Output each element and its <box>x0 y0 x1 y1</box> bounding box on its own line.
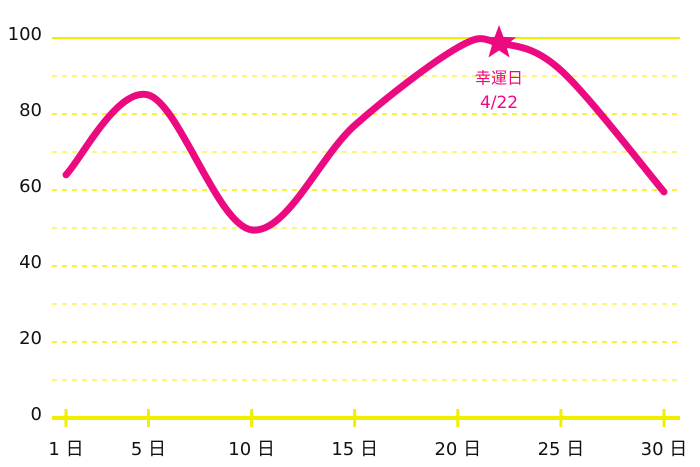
y-tick-label: 0 <box>31 404 42 425</box>
y-tick-label: 100 <box>8 24 42 45</box>
highlight-star <box>481 24 517 58</box>
x-tick-label: 15 日 <box>331 439 378 460</box>
x-tick-label: 10 日 <box>228 439 275 460</box>
line <box>62 35 668 234</box>
y-tick-label: 20 <box>19 328 42 349</box>
x-tick-label: 5 日 <box>131 439 166 460</box>
y-tick-label: 40 <box>19 252 42 273</box>
y-tick-label: 60 <box>19 176 42 197</box>
x-tick-label: 25 日 <box>538 439 585 460</box>
x-tick-label: 20 日 <box>434 439 481 460</box>
x-tick-label: 30 日 <box>641 439 688 460</box>
highlight-date: 4/22 <box>480 93 518 113</box>
x-tick-label: 1 日 <box>48 439 83 460</box>
highlight-label: 幸運日 <box>475 68 523 87</box>
y-tick-label: 80 <box>19 100 42 121</box>
